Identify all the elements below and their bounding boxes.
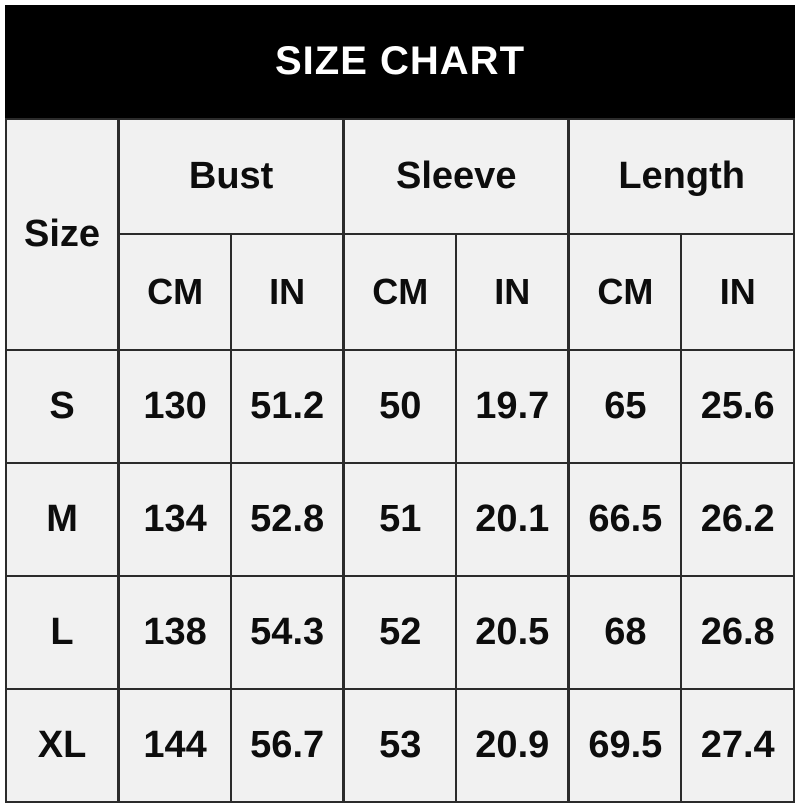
- table-row-l: L 138 54.3 52 20.5 68 26.8: [5, 575, 795, 690]
- unit-header-row: CM IN CM IN CM IN: [6, 233, 795, 351]
- table-row-s: S 130 51.2 50 19.7 65 25.6: [5, 349, 795, 464]
- size-label: XL: [5, 688, 120, 803]
- size-column-header: Size: [5, 118, 120, 351]
- value-cell: 130: [117, 349, 233, 464]
- value-cell: 51.2: [230, 349, 345, 464]
- group-header-length: Length: [567, 118, 796, 235]
- unit-header-sleeve-in: IN: [455, 233, 570, 351]
- size-chart-banner: SIZE CHART: [5, 5, 795, 118]
- table-row-m: M 134 52.8 51 20.1 66.5 26.2: [5, 462, 795, 577]
- value-cell: 26.8: [680, 575, 795, 690]
- value-cell: 68: [567, 575, 683, 690]
- value-cell: 52: [342, 575, 458, 690]
- value-cell: 69.5: [567, 688, 683, 803]
- group-header-bust: Bust: [117, 118, 345, 235]
- size-label: S: [5, 349, 120, 464]
- value-cell: 25.6: [680, 349, 795, 464]
- unit-header-sleeve-cm: CM: [342, 233, 458, 351]
- size-chart-title: SIZE CHART: [275, 39, 525, 83]
- value-cell: 19.7: [455, 349, 570, 464]
- value-cell: 56.7: [230, 688, 345, 803]
- unit-header-length-in: IN: [680, 233, 795, 351]
- group-header-row: Size Bust Sleeve Length: [5, 118, 796, 351]
- value-cell: 138: [117, 575, 233, 690]
- value-cell: 144: [117, 688, 233, 803]
- value-cell: 52.8: [230, 462, 345, 577]
- unit-header-length-cm: CM: [567, 233, 683, 351]
- table-row-xl: XL 144 56.7 53 20.9 69.5 27.4: [5, 688, 795, 803]
- value-cell: 27.4: [680, 688, 795, 803]
- value-cell: 20.9: [455, 688, 570, 803]
- value-cell: 66.5: [567, 462, 683, 577]
- unit-header-bust-cm: CM: [117, 233, 233, 351]
- value-cell: 65: [567, 349, 683, 464]
- unit-header-bust-in: IN: [230, 233, 345, 351]
- value-cell: 20.5: [455, 575, 570, 690]
- value-cell: 53: [342, 688, 458, 803]
- value-cell: 54.3: [230, 575, 345, 690]
- value-cell: 134: [117, 462, 233, 577]
- size-chart-table: Size Bust Sleeve Length CM IN CM IN CM I…: [5, 118, 796, 803]
- size-label: M: [5, 462, 120, 577]
- size-label: L: [5, 575, 120, 690]
- value-cell: 50: [342, 349, 458, 464]
- value-cell: 26.2: [680, 462, 795, 577]
- value-cell: 51: [342, 462, 458, 577]
- value-cell: 20.1: [455, 462, 570, 577]
- group-header-sleeve: Sleeve: [342, 118, 570, 235]
